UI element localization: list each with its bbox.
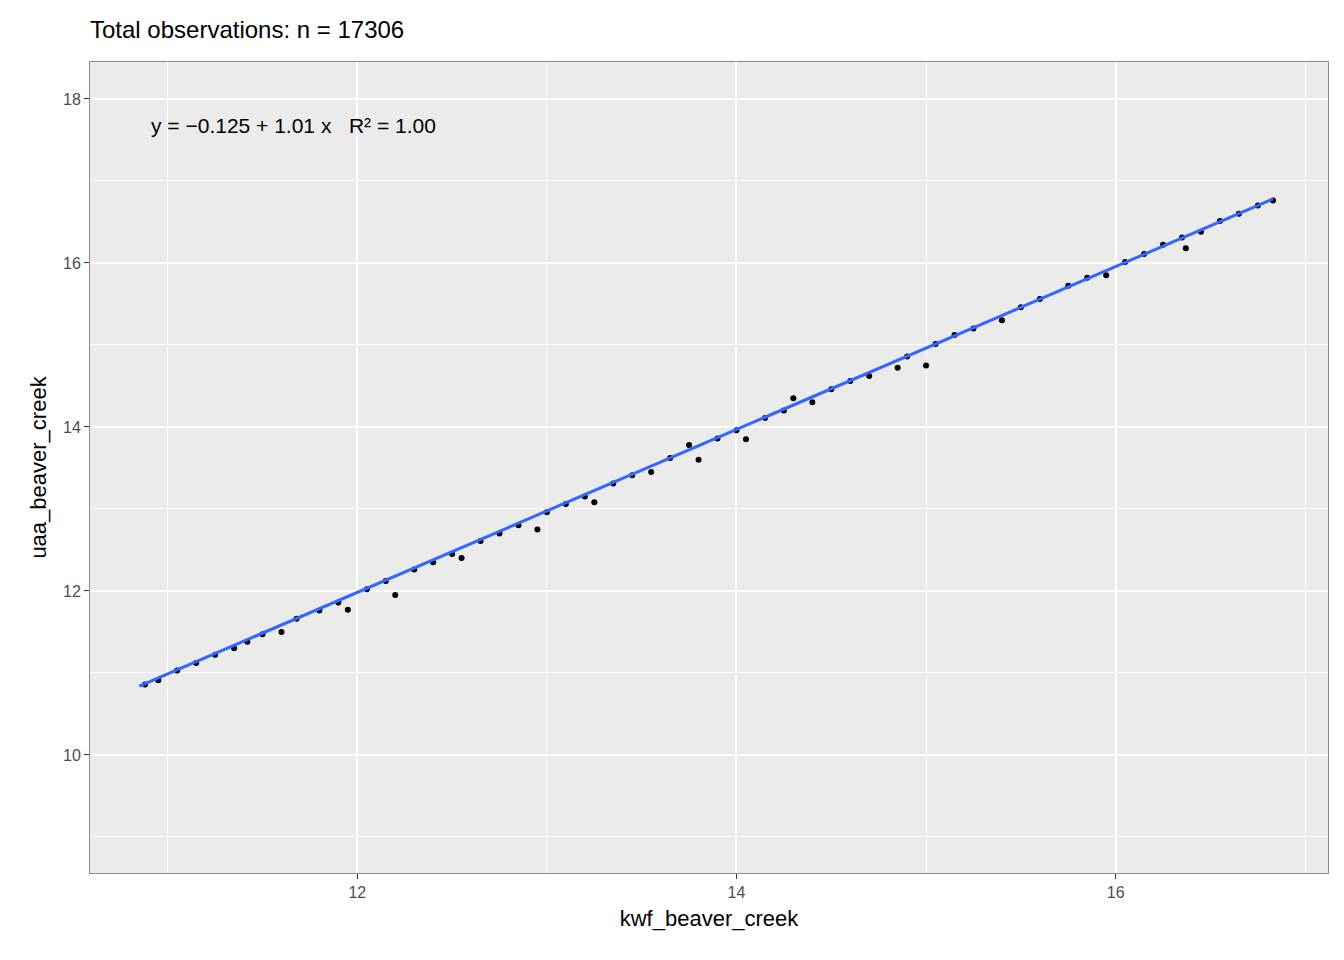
- svg-text:kwf_beaver_creek: kwf_beaver_creek: [620, 906, 800, 931]
- svg-text:12: 12: [63, 583, 81, 600]
- svg-text:Total observations: n = 17306: Total observations: n = 17306: [90, 16, 404, 43]
- svg-text:uaa_beaver_creek: uaa_beaver_creek: [26, 375, 51, 558]
- svg-text:y = −0.125 + 1.01 x R² = 1.0: y = −0.125 + 1.01 x R² = 1.00: [151, 114, 436, 137]
- svg-text:18: 18: [63, 91, 81, 108]
- svg-text:10: 10: [63, 747, 81, 764]
- svg-text:16: 16: [1107, 884, 1125, 901]
- svg-text:14: 14: [63, 419, 81, 436]
- svg-text:16: 16: [63, 255, 81, 272]
- svg-text:12: 12: [348, 884, 366, 901]
- svg-text:14: 14: [728, 884, 746, 901]
